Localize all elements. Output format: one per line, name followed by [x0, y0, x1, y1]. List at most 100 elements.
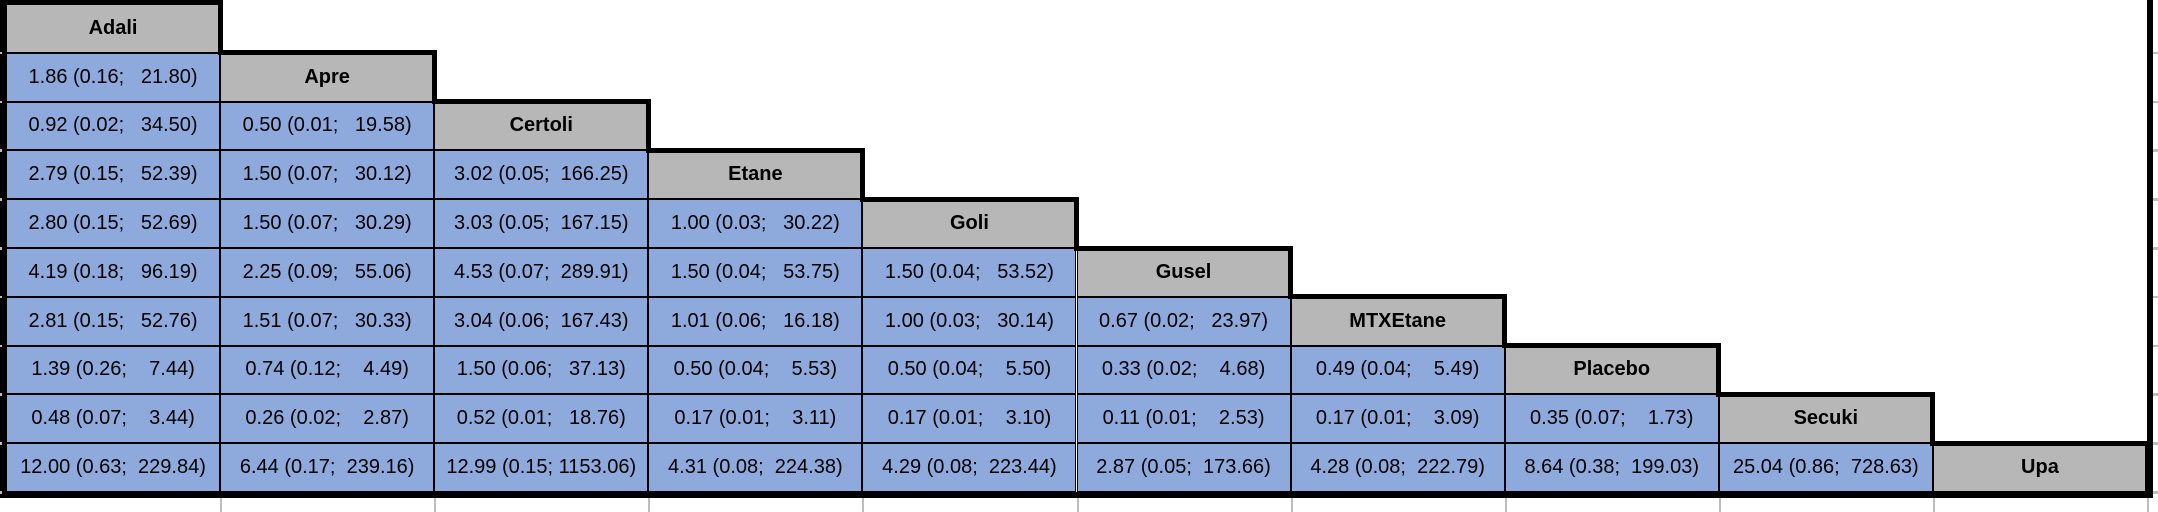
comparison-cell[interactable]: 1.50 (0.04; 53.52)	[862, 248, 1077, 297]
row-gridline-tick	[0, 198, 2, 201]
staircase-right-border	[1930, 391, 1936, 446]
treatment-header-cell[interactable]: Gusel	[1076, 248, 1291, 297]
comparison-cell[interactable]: 12.99 (0.15; 1153.06)	[434, 443, 649, 492]
comparison-cell[interactable]: 4.53 (0.07; 289.91)	[434, 248, 649, 297]
treatment-header-cell[interactable]: Apre	[220, 52, 435, 102]
comparison-cell[interactable]: 12.00 (0.63; 229.84)	[6, 443, 221, 492]
comparison-cell[interactable]: 0.74 (0.12; 4.49)	[220, 345, 435, 395]
row-gridline-tick	[0, 247, 2, 250]
comparison-cell[interactable]: 1.50 (0.06; 37.13)	[434, 345, 649, 395]
table-left-border	[0, 0, 6, 498]
treatment-header-cell[interactable]: Secuki	[1718, 394, 1933, 444]
comparison-cell[interactable]: 0.50 (0.01; 19.58)	[220, 101, 435, 151]
comparison-cell[interactable]: 4.28 (0.08; 222.79)	[1290, 443, 1505, 492]
row-gridline-tick	[0, 149, 2, 152]
comparison-cell[interactable]: 4.31 (0.08; 224.38)	[648, 443, 863, 492]
treatment-header-cell[interactable]: Adali	[6, 4, 221, 53]
row-gridline-tick	[2152, 51, 2158, 55]
comparison-cell[interactable]: 0.48 (0.07; 3.44)	[6, 394, 221, 444]
column-gridline	[648, 498, 651, 512]
comparison-cell[interactable]: 1.00 (0.03; 30.22)	[648, 199, 863, 248]
comparison-cell[interactable]: 1.86 (0.16; 21.80)	[6, 52, 221, 102]
column-gridline	[1290, 498, 1293, 512]
comparison-cell[interactable]: 1.50 (0.04; 53.75)	[648, 248, 863, 297]
comparison-cell[interactable]: 1.50 (0.07; 30.12)	[220, 150, 435, 200]
comparison-cell[interactable]: 3.02 (0.05; 166.25)	[434, 150, 649, 200]
comparison-cell[interactable]: 8.64 (0.38; 199.03)	[1504, 443, 1719, 492]
row-gridline-tick	[0, 100, 2, 104]
comparison-cell[interactable]: 0.17 (0.01; 3.09)	[1290, 394, 1505, 444]
comparison-cell[interactable]: 0.17 (0.01; 3.10)	[862, 394, 1077, 444]
comparison-cell[interactable]: 0.35 (0.07; 1.73)	[1504, 394, 1719, 444]
row-gridline-tick	[0, 295, 2, 299]
treatment-header-cell[interactable]: Placebo	[1504, 345, 1719, 395]
staircase-top-border	[645, 147, 865, 153]
row-gridline-tick	[2152, 149, 2158, 152]
table-right-border	[2147, 0, 2153, 498]
staircase-top-border	[1074, 245, 1294, 251]
column-gridline	[1076, 498, 1079, 512]
comparison-cell[interactable]: 0.50 (0.04; 5.50)	[862, 345, 1077, 395]
row-gridline-tick	[0, 393, 2, 396]
column-gridline	[1718, 498, 1721, 512]
row-gridline-tick	[2152, 247, 2158, 250]
staircase-top-border	[431, 99, 651, 105]
comparison-cell[interactable]: 1.51 (0.07; 30.33)	[220, 296, 435, 346]
staircase-top-border	[859, 196, 1079, 202]
table-bottom-border	[0, 492, 2153, 498]
staircase-top-border	[1930, 440, 2150, 446]
column-gridline	[1932, 498, 1935, 512]
staircase-right-border	[1716, 343, 1722, 397]
row-gridline-tick	[0, 51, 2, 55]
comparison-cell[interactable]: 1.01 (0.06; 16.18)	[648, 296, 863, 346]
treatment-header-cell[interactable]: Etane	[648, 150, 863, 200]
comparison-cell[interactable]: 2.80 (0.15; 52.69)	[6, 199, 221, 248]
staircase-top-border	[1716, 391, 1936, 397]
comparison-cell[interactable]: 0.67 (0.02; 23.97)	[1076, 296, 1291, 346]
staircase-right-border	[859, 147, 865, 202]
comparison-cell[interactable]: 0.52 (0.01; 18.76)	[434, 394, 649, 444]
column-gridline	[862, 498, 865, 512]
staircase-top-border	[1288, 294, 1508, 300]
comparison-cell[interactable]: 2.87 (0.05; 173.66)	[1076, 443, 1291, 492]
comparison-cell[interactable]: 0.33 (0.02; 4.68)	[1076, 345, 1291, 395]
row-gridline-tick	[0, 491, 2, 494]
row-gridline-tick	[2152, 344, 2158, 348]
staircase-right-border	[1074, 196, 1079, 251]
row-gridline-tick	[2152, 198, 2158, 201]
column-gridline	[434, 498, 437, 512]
staircase-right-border	[1288, 245, 1294, 300]
treatment-header-cell[interactable]: Upa	[1932, 443, 2147, 492]
comparison-cell[interactable]: 0.49 (0.04; 5.49)	[1290, 345, 1505, 395]
staircase-right-border	[431, 50, 437, 105]
comparison-cell[interactable]: 25.04 (0.86; 728.63)	[1718, 443, 1933, 492]
comparison-cell[interactable]: 0.26 (0.02; 2.87)	[220, 394, 435, 444]
comparison-cell[interactable]: 0.11 (0.01; 2.53)	[1076, 394, 1291, 444]
staircase-right-border	[217, 0, 223, 56]
comparison-cell[interactable]: 0.50 (0.04; 5.53)	[648, 345, 863, 395]
comparison-cell[interactable]: 4.29 (0.08; 223.44)	[862, 443, 1077, 492]
treatment-header-cell[interactable]: MTXEtane	[1290, 296, 1505, 346]
comparison-cell[interactable]: 6.44 (0.17; 239.16)	[220, 443, 435, 492]
comparison-cell[interactable]: 2.25 (0.09; 55.06)	[220, 248, 435, 297]
comparison-cell[interactable]: 3.03 (0.05; 167.15)	[434, 199, 649, 248]
comparison-cell[interactable]: 2.79 (0.15; 52.39)	[6, 150, 221, 200]
comparison-cell[interactable]: 3.04 (0.06; 167.43)	[434, 296, 649, 346]
treatment-header-cell[interactable]: Goli	[862, 199, 1077, 248]
comparison-cell[interactable]: 4.19 (0.18; 96.19)	[6, 248, 221, 297]
comparison-cell[interactable]: 2.81 (0.15; 52.76)	[6, 296, 221, 346]
comparison-cell[interactable]: 1.50 (0.07; 30.29)	[220, 199, 435, 248]
staircase-right-border	[1502, 294, 1508, 349]
comparison-cell[interactable]: 0.92 (0.02; 34.50)	[6, 101, 221, 151]
comparison-cell[interactable]: 1.39 (0.26; 7.44)	[6, 345, 221, 395]
treatment-header-cell[interactable]: Certoli	[434, 101, 649, 151]
row-gridline-tick	[2152, 491, 2158, 494]
staircase-top-border	[0, 0, 223, 5]
comparison-cell[interactable]: 0.17 (0.01; 3.11)	[648, 394, 863, 444]
comparison-cell[interactable]: 1.00 (0.03; 30.14)	[862, 296, 1077, 346]
staircase-right-border	[645, 99, 651, 153]
row-gridline-tick	[2152, 442, 2158, 445]
row-gridline-tick	[2152, 295, 2158, 299]
staircase-top-border	[217, 50, 437, 56]
